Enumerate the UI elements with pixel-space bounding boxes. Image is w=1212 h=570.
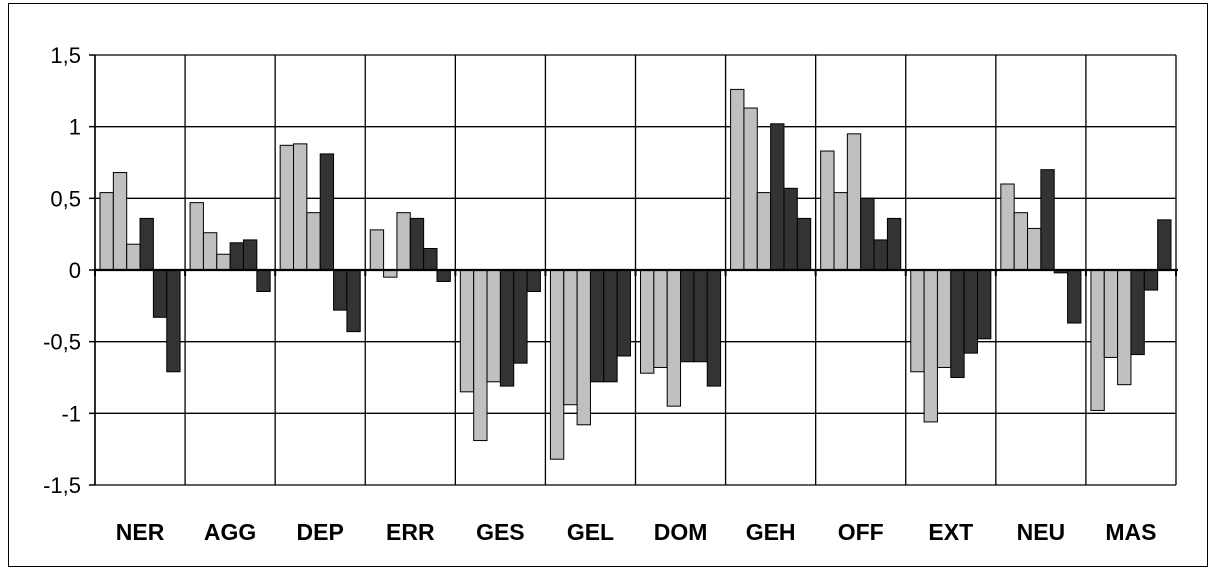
bar-gel-5: [603, 269, 618, 383]
bar-gel-1: [549, 269, 565, 460]
bar-gel-6: [616, 269, 631, 357]
x-category-labels: NER AGG DEP ERR GES GEL DOM GEH OFF EXT NEU MAS: [116, 519, 1157, 545]
bar-gel-2: [563, 269, 578, 406]
bar-neu-6: [1067, 269, 1082, 324]
bar-agg-6: [256, 269, 271, 292]
bar-agg-4: [229, 242, 244, 271]
bar-mas-3: [1117, 269, 1132, 386]
bar-agg-1: [189, 202, 204, 271]
axes: [89, 54, 1178, 486]
bar-dep-3: [306, 212, 321, 271]
category-label-ges: GES: [476, 519, 525, 545]
bar-ges-3: [486, 269, 501, 383]
category-label-geh: GEH: [746, 519, 796, 545]
bar-mas-4: [1130, 269, 1145, 356]
category-label-agg: AGG: [204, 519, 256, 545]
category-label-ner: NER: [116, 519, 165, 545]
y-tick-label: 0,5: [50, 186, 81, 211]
bar-ext-6: [976, 269, 992, 340]
y-tick-labels: 1,5 1 0,5 0 -0,5 -1 -1,5: [43, 43, 81, 498]
bar-err-5: [423, 248, 438, 271]
bar-ges-2: [473, 269, 488, 442]
y-tick-label: 1,5: [50, 43, 81, 68]
bar-ext-2: [923, 269, 938, 423]
category-label-ext: EXT: [928, 519, 973, 545]
bar-ner-4: [139, 217, 154, 271]
category-label-dom: DOM: [654, 519, 708, 545]
bar-off-4: [860, 197, 875, 271]
category-label-err: ERR: [386, 519, 435, 545]
bar-dep-1: [279, 144, 295, 271]
bar-ner-5: [152, 269, 168, 318]
bar-geh-6: [796, 217, 812, 271]
bar-agg-5: [242, 239, 258, 271]
bar-mas-5: [1143, 269, 1159, 291]
y-tick-label: 0: [69, 258, 81, 283]
bar-dom-2: [653, 269, 668, 368]
bar-agg-2: [202, 232, 218, 271]
bar-dom-4: [680, 269, 695, 363]
bar-ges-5: [513, 269, 528, 364]
bar-ner-6: [166, 269, 181, 373]
bar-neu-2: [1013, 212, 1029, 271]
bar-err-1: [369, 229, 385, 271]
category-label-off: OFF: [838, 519, 884, 545]
bar-ges-1: [459, 269, 475, 393]
bar-off-3: [846, 133, 862, 271]
bar-geh-3: [756, 192, 772, 271]
bar-neu-4: [1040, 169, 1055, 271]
category-label-mas: MAS: [1105, 519, 1156, 545]
y-tick-label: -1,5: [43, 473, 81, 498]
bar-off-5: [873, 239, 888, 271]
bar-gel-3: [576, 269, 591, 426]
bar-neu-3: [1027, 227, 1042, 271]
category-label-neu: NEU: [1017, 519, 1066, 545]
bar-err-3: [396, 212, 411, 271]
bar-agg-3: [216, 253, 231, 271]
bar-dep-5: [333, 269, 348, 311]
bar-dom-1: [640, 269, 655, 374]
bar-geh-5: [783, 187, 798, 271]
y-tick-label: -1: [61, 401, 81, 426]
bar-ext-4: [950, 269, 965, 378]
bar-dep-2: [293, 143, 308, 271]
bar-geh-1: [730, 88, 745, 271]
bar-geh-4: [770, 123, 785, 271]
bar-ner-2: [112, 172, 128, 271]
bar-dom-3: [666, 269, 682, 407]
y-tick-label: -0,5: [43, 330, 81, 355]
bar-ext-1: [910, 269, 925, 373]
bar-mas-2: [1103, 269, 1119, 358]
bar-ext-5: [963, 269, 978, 354]
bar-ner-3: [126, 243, 141, 271]
bar-dep-6: [346, 269, 361, 333]
bar-off-1: [820, 150, 835, 271]
bar-off-2: [833, 192, 848, 271]
bar-geh-2: [743, 107, 758, 271]
bar-ges-4: [499, 269, 515, 387]
bar-ner-1: [99, 192, 114, 271]
bar-gel-4: [589, 269, 605, 383]
category-label-dep: DEP: [297, 519, 344, 545]
bar-mas-6: [1157, 219, 1172, 271]
bar-ext-3: [936, 269, 952, 368]
bar-neu-1: [1000, 183, 1015, 271]
bar-err-6: [436, 269, 451, 282]
bar-dep-4: [319, 153, 335, 271]
bar-ges-6: [526, 269, 541, 292]
bar-err-4: [409, 217, 425, 271]
bar-off-6: [886, 217, 902, 271]
bar-mas-1: [1090, 269, 1105, 411]
bar-dom-5: [693, 269, 708, 363]
y-tick-label: 1: [69, 115, 81, 140]
bar-dom-6: [706, 269, 722, 387]
category-label-gel: GEL: [567, 519, 614, 545]
